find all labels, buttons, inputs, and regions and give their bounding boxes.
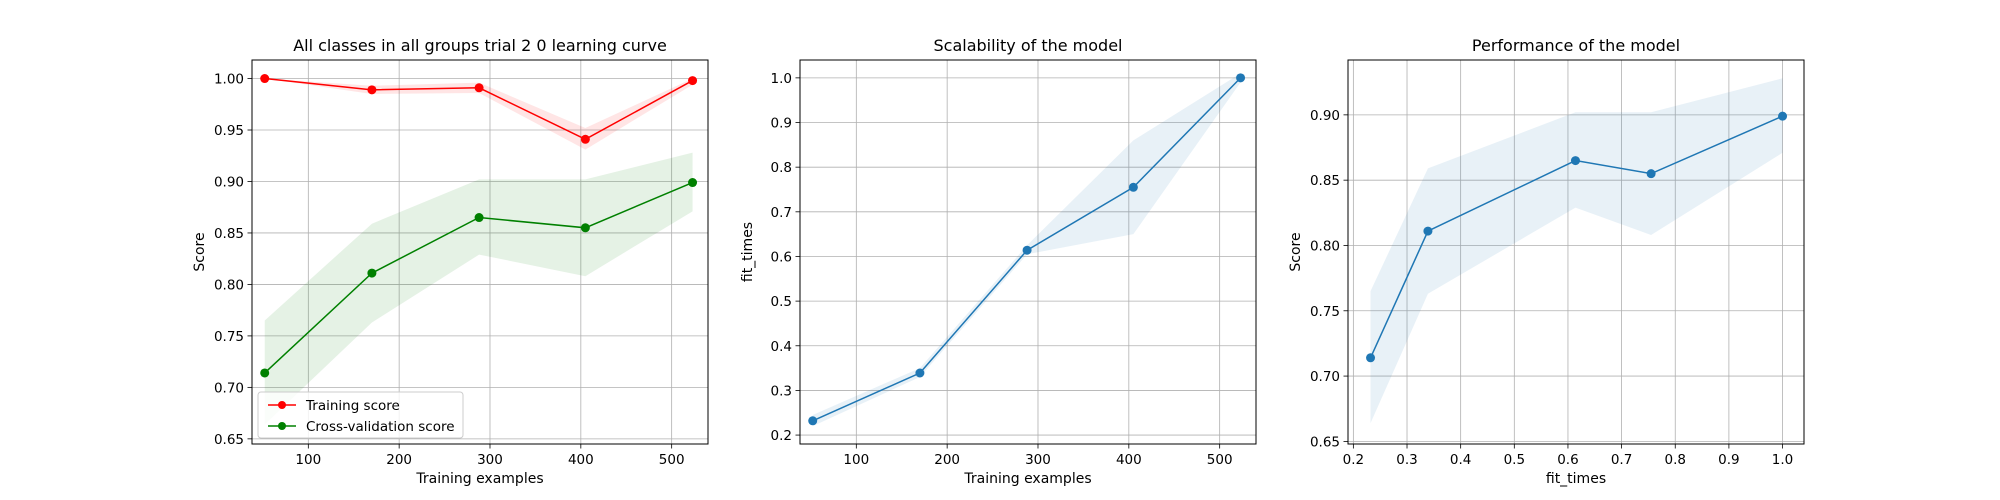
panel-performance: 0.2 0.3 0.4 0.5 0.6 0.7 0.8 0.9 1.0 0.65 0.70 0.75 0… [1288, 36, 1805, 487]
chart-title: Performance of the model [1472, 36, 1680, 55]
y-tick-label: 0.85 [214, 226, 244, 242]
y-tick-label: 0.95 [214, 123, 244, 139]
data-point [474, 213, 484, 223]
data-point [260, 74, 270, 84]
x-tick-label: 0.9 [1718, 452, 1739, 468]
y-axis-label: Score [192, 232, 208, 271]
data-point [1236, 73, 1246, 83]
panel-scalability: 100 200 300 400 500 0.2 0.3 0.4 0.5 0.6 0.7 0.8 0.9 1… [740, 36, 1257, 487]
y-tick-label: 0.9 [771, 116, 792, 132]
y-tick-label: 0.90 [1310, 108, 1340, 124]
y-tick-label: 0.7 [771, 205, 792, 221]
y-tick-label: 0.65 [1310, 434, 1340, 450]
y-tick-label: 0.5 [771, 294, 792, 310]
y-tick-label: 0.3 [771, 383, 792, 399]
x-tick-label: 300 [1025, 452, 1051, 468]
legend-entry-cross-validation: Cross-validation score [268, 419, 455, 435]
y-tick-label: 0.80 [214, 277, 244, 293]
x-tick-label: 0.4 [1450, 452, 1471, 468]
x-tick-label: 100 [295, 452, 321, 468]
x-tick-label: 500 [659, 452, 685, 468]
data-point [1022, 245, 1032, 255]
x-axis-label: Training examples [963, 471, 1091, 487]
confidence-band-0 [264, 78, 693, 150]
legend-label-training: Training score [305, 398, 400, 414]
legend-marker-cross-validation [278, 422, 286, 430]
x-axis-label: fit_times [1546, 471, 1606, 487]
y-tick-label: 0.70 [214, 380, 244, 396]
y-tick-label: 0.75 [214, 329, 244, 345]
confidence-band-1 [264, 152, 693, 425]
x-tick-label: 0.2 [1343, 452, 1364, 468]
x-axis-label: Training examples [415, 471, 543, 487]
x-tick-label: 300 [477, 452, 503, 468]
data-point [808, 416, 818, 426]
x-tick-label: 0.7 [1611, 452, 1632, 468]
y-tick-label: 0.70 [1310, 369, 1340, 385]
y-axis-label: Score [1288, 232, 1304, 271]
x-tick-label: 0.5 [1504, 452, 1525, 468]
x-tick-label: 100 [843, 452, 869, 468]
chart-title: Scalability of the model [934, 36, 1123, 55]
y-tick-label: 0.8 [771, 160, 792, 176]
data-point [474, 83, 484, 93]
plot-frame [251, 59, 709, 445]
legend-entry-training: Training score [268, 398, 400, 414]
data-point [688, 76, 698, 86]
data-point [367, 268, 377, 278]
data-point [1778, 111, 1788, 121]
y-tick-label: 0.2 [771, 428, 792, 444]
y-tick-label: 0.4 [771, 339, 792, 355]
data-point [1423, 226, 1433, 236]
y-tick-label: 0.80 [1310, 238, 1340, 254]
data-point [1570, 156, 1580, 166]
x-tick-label: 200 [386, 452, 412, 468]
data-point [915, 368, 925, 378]
x-tick-label: 0.3 [1396, 452, 1417, 468]
confidence-band-0 [1370, 78, 1783, 424]
data-point [1646, 169, 1656, 179]
data-point [580, 134, 590, 144]
legend-label-cross-validation: Cross-validation score [306, 419, 455, 435]
panel-learning-curve: 100 200 300 400 500 0.65 0.70 0.75 0.80 0.85 0.90 0… [192, 36, 709, 487]
y-tick-label: 0.90 [214, 174, 244, 190]
data-point [367, 85, 377, 95]
y-axis-label: fit_times [740, 222, 756, 282]
plot-frame [799, 59, 1257, 445]
legend-box [257, 391, 464, 439]
legend-marker-training [278, 401, 286, 409]
data-point [1366, 353, 1376, 363]
y-tick-label: 1.00 [214, 72, 244, 88]
data-point [688, 178, 698, 188]
data-point [580, 223, 590, 233]
y-tick-label: 0.75 [1310, 304, 1340, 320]
x-tick-label: 500 [1207, 452, 1233, 468]
x-tick-label: 1.0 [1772, 452, 1793, 468]
x-tick-label: 200 [934, 452, 960, 468]
legend: Training score Cross-validation score [257, 391, 464, 439]
x-tick-label: 400 [1116, 452, 1142, 468]
x-tick-label: 400 [568, 452, 594, 468]
y-tick-label: 0.6 [771, 249, 792, 265]
plot-frame [1347, 59, 1805, 445]
chart-title: All classes in all groups trial 2 0 lear… [293, 36, 667, 55]
y-tick-label: 0.65 [214, 432, 244, 448]
x-tick-label: 0.6 [1557, 452, 1578, 468]
data-point [260, 368, 270, 378]
data-point [1128, 182, 1138, 192]
x-tick-label: 0.8 [1665, 452, 1686, 468]
y-tick-label: 1.0 [771, 71, 792, 87]
y-tick-label: 0.85 [1310, 173, 1340, 189]
